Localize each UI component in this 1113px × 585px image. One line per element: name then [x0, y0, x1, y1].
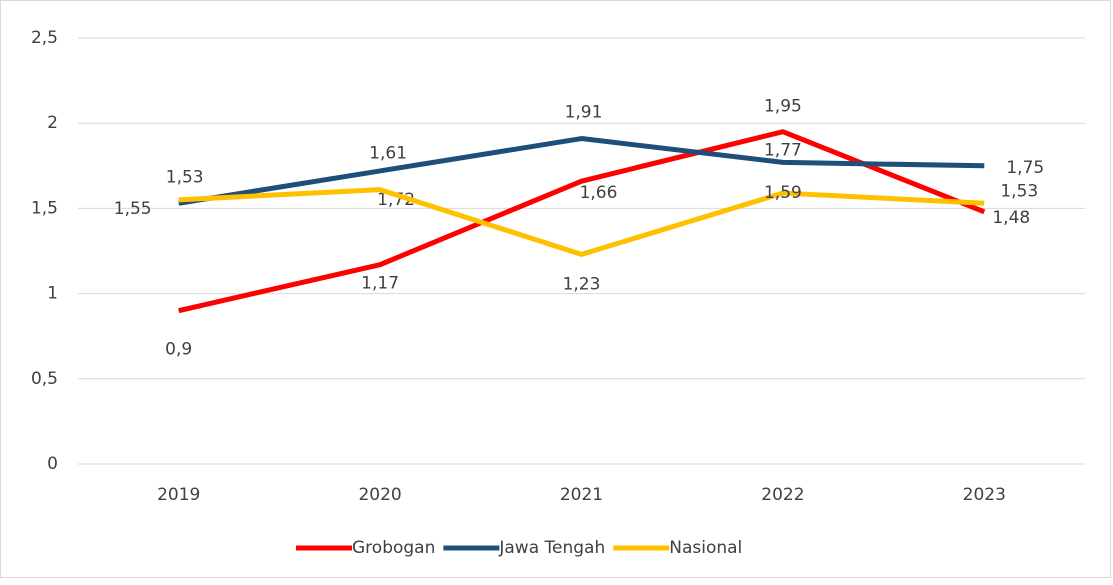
data-label: 1,23 [563, 274, 601, 294]
data-label: 1,55 [114, 199, 152, 219]
data-label: 1,91 [565, 103, 603, 123]
data-label: 1,95 [764, 97, 802, 117]
data-label: 1,72 [377, 190, 415, 210]
data-label: 1,75 [1006, 158, 1044, 178]
data-label: 1,53 [166, 167, 204, 187]
y-tick-label: 2 [47, 113, 58, 133]
y-tick-label: 0 [47, 454, 58, 474]
x-tick-label: 2023 [963, 485, 1006, 505]
legend-label: Grobogan [352, 538, 435, 558]
data-label: 1,53 [1000, 181, 1038, 201]
y-tick-label: 2,5 [31, 28, 58, 48]
data-label: 1,48 [992, 208, 1030, 228]
line-series [178, 136, 985, 206]
y-tick-label: 0,5 [31, 369, 58, 389]
data-label: 1,59 [764, 183, 802, 203]
x-tick-label: 2020 [358, 485, 401, 505]
data-label: 1,61 [369, 144, 407, 164]
data-label: 1,17 [361, 274, 399, 294]
legend-label: Nasional [669, 538, 742, 558]
x-tick-label: 2019 [157, 485, 200, 505]
line-series [178, 129, 986, 314]
y-tick-label: 1,5 [31, 198, 58, 218]
line-series [178, 187, 985, 257]
data-label: 1,66 [580, 183, 618, 203]
legend-label: Jawa Tengah [498, 538, 605, 558]
x-tick-label: 2022 [761, 485, 804, 505]
data-label: 0,9 [165, 340, 192, 360]
y-tick-label: 1 [47, 284, 58, 304]
data-label: 1,77 [764, 140, 802, 160]
x-tick-label: 2021 [560, 485, 603, 505]
